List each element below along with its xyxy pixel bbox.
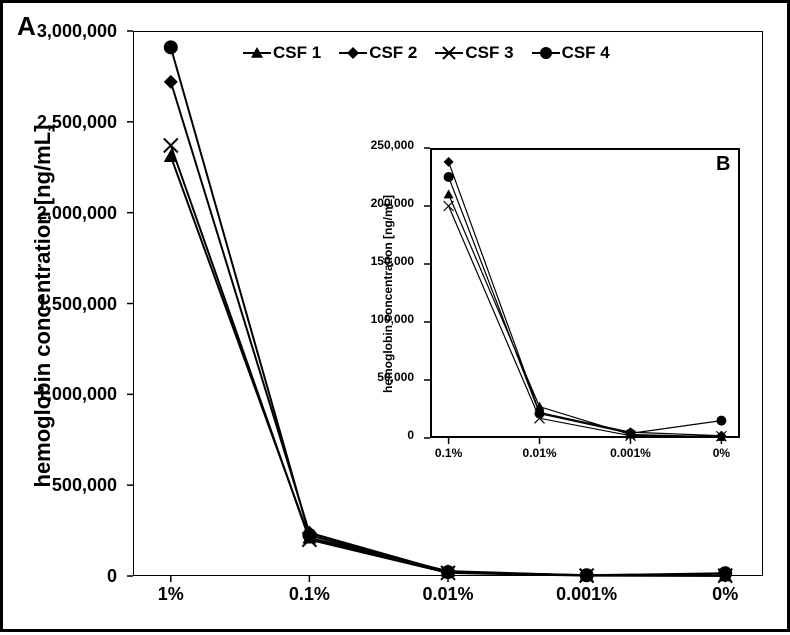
x-tick-label: 0.1% — [289, 584, 330, 605]
y-tick-label: 0 — [107, 566, 117, 587]
y-tick-label: 1,500,000 — [37, 294, 117, 315]
x-tick-label: 0% — [712, 584, 738, 605]
y-tick-label: 2,500,000 — [37, 112, 117, 133]
y-tick-label: 150,000 — [371, 254, 414, 268]
x-tick-label: 0% — [713, 446, 730, 460]
y-tick-label: 100,000 — [371, 312, 414, 326]
y-tick-label: 200,000 — [371, 196, 414, 210]
x-tick-label: 0.01% — [523, 446, 557, 460]
x-tick-label: 0.001% — [610, 446, 651, 460]
x-tick-label: 0.1% — [435, 446, 462, 460]
y-tick-label: 250,000 — [371, 138, 414, 152]
figure-frame: A hemoglobin concentration [ng/mL] CSF 1… — [0, 0, 790, 632]
y-tick-label: 0 — [407, 428, 414, 442]
panel-label-b: B — [716, 153, 730, 176]
y-tick-label: 1,000,000 — [37, 384, 117, 405]
y-tick-label: 2,000,000 — [37, 203, 117, 224]
y-tick-label: 3,000,000 — [37, 21, 117, 42]
x-tick-label: 0.001% — [556, 584, 617, 605]
y-tick-label: 50,000 — [377, 370, 414, 384]
x-tick-label: 0.01% — [422, 584, 473, 605]
y-tick-label: 500,000 — [52, 475, 117, 496]
x-tick-label: 1% — [158, 584, 184, 605]
